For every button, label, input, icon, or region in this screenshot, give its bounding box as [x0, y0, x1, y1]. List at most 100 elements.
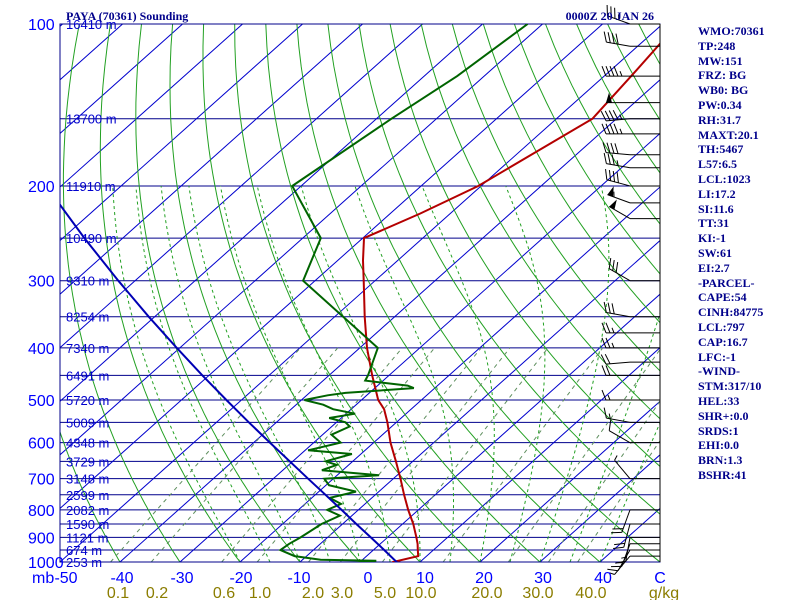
height-label: 3729 m [66, 454, 109, 469]
moist-adiabat-line [569, 311, 660, 562]
pressure-tick-label: 500 [28, 393, 55, 410]
sounding-title: PAYA (70361) Sounding [66, 9, 188, 23]
temperature-tick-label: C [654, 570, 666, 587]
moist-adiabat-line [421, 185, 495, 562]
temperature-tick-label: -20 [229, 570, 252, 587]
height-label: 3148 m [66, 472, 109, 487]
isotherm-line [0, 24, 3, 562]
height-label: 4348 m [66, 436, 109, 451]
isotherm-line [119, 79, 660, 562]
wind-barb [603, 152, 660, 169]
sounding-index-item: L57:6.5 [698, 157, 737, 172]
sounding-indices-list: WMO:70361 TP:248 MW:151 FRZ: BG WB0: BG PW:0.… [698, 24, 798, 483]
wind-barb [605, 168, 660, 187]
wind-barb [608, 257, 660, 282]
sounding-index-item: BSHR:41 [698, 467, 747, 482]
sounding-index-item: LCL:1023 [698, 171, 751, 186]
dry-adiabat-line [389, 24, 660, 468]
mixing-ratio-tick-label: g/kg [649, 585, 679, 600]
wind-barb [614, 455, 660, 480]
mixing-ratio-tick-label: 5.0 [374, 585, 396, 600]
sounding-index-item: WMO:70361 [698, 24, 765, 38]
isotherm-line [60, 24, 183, 135]
pressure-tick-label: 800 [28, 503, 55, 520]
sounding-index-item: KI:-1 [698, 231, 726, 246]
parcel-profile [60, 203, 399, 562]
wind-barb [603, 31, 660, 47]
height-label: 2599 m [66, 488, 109, 503]
height-label: 6491 m [66, 368, 109, 383]
sounding-index-item: EHI:0.0 [698, 438, 740, 453]
pressure-tick-label: 1000 [28, 555, 64, 572]
isotherm-line [359, 293, 660, 562]
sounding-index-item: RH:31.7 [698, 112, 741, 127]
mixing-ratio-tick-label: 40.0 [575, 585, 606, 600]
mixing-ratio-line [507, 348, 660, 562]
temperature-tick-label: -50 [54, 570, 77, 587]
sounding-index-item: BRN:1.3 [698, 453, 743, 468]
wind-barb [608, 419, 660, 444]
wind-barb [611, 509, 660, 534]
mixing-ratio-tick-label: 20.0 [471, 585, 502, 600]
mixing-ratio-line [110, 347, 301, 562]
sounding-index-item: SRDS:1 [698, 423, 739, 438]
chart-grid [0, 23, 661, 563]
dry-adiabat-line [513, 24, 660, 275]
isotherm-line [299, 239, 660, 562]
temperature-tick-label: 10 [416, 570, 434, 587]
wind-barb [600, 109, 660, 122]
mixing-ratio-tick-label: 0.1 [107, 585, 129, 600]
isotherm-line [479, 400, 660, 562]
dry-adiabat-line [202, 24, 421, 562]
isotherm-line [60, 24, 243, 188]
pressure-tick-label: 700 [28, 472, 55, 489]
wind-barb [603, 407, 660, 423]
isotherm-line [60, 24, 363, 295]
mixing-ratio-tick-label: 2.0 [302, 585, 324, 600]
sounding-index-item: LFC:-1 [698, 349, 736, 364]
height-label: 8254 m [66, 310, 109, 325]
moist-adiabat-line [135, 185, 271, 562]
height-label: 5720 m [66, 393, 109, 408]
sounding-index-item: TP:248 [698, 38, 736, 53]
wind-barb [608, 199, 660, 220]
wind-barb [609, 555, 660, 575]
dry-adiabat-line [327, 24, 660, 562]
moist-adiabat-line [539, 185, 610, 562]
wind-barb [602, 142, 660, 156]
sounding-index-item: LI:17.2 [698, 186, 736, 201]
moist-adiabat-line [220, 185, 361, 562]
height-label: 9310 m [66, 274, 109, 289]
sounding-index-item: CAPE:54 [698, 290, 747, 305]
height-label: 7340 m [66, 341, 109, 356]
wind-barb [601, 322, 660, 334]
moist-adiabat-line [505, 185, 546, 562]
mixing-ratio-line [442, 347, 604, 562]
isotherm-line [60, 25, 660, 562]
mixing-ratio-tick-label: 1.0 [249, 585, 271, 600]
sounding-index-item: SI:11.6 [698, 201, 734, 216]
height-label: 1121 m [66, 530, 108, 545]
dewpoint-profile [278, 24, 529, 562]
isotherm-line [60, 24, 543, 456]
height-label: 16410 m [66, 17, 117, 32]
sounding-index-item: PW:0.34 [698, 97, 742, 112]
height-label: 253 m [66, 555, 102, 570]
pressure-tick-label: 600 [28, 436, 55, 453]
height-label: 13700 m [66, 112, 117, 127]
isotherm-line [539, 454, 660, 562]
wind-barb [603, 301, 660, 318]
temperature-tick-label: -40 [110, 570, 133, 587]
wind-barb [606, 92, 660, 104]
sounding-time: 0000Z 20 JAN 26 [566, 9, 654, 23]
sounding-index-item: TT:31 [698, 216, 730, 231]
wind-barb [601, 389, 660, 401]
wind-barb [606, 5, 660, 25]
pressure-tick-label: 200 [28, 179, 55, 196]
moist-adiabat-line [160, 185, 301, 562]
mixing-ratio-tick-label: 3.0 [331, 585, 353, 600]
mixing-ratio-tick-label: 10.0 [405, 585, 436, 600]
sounding-index-item: SW:61 [698, 245, 733, 260]
dry-adiabat-line [420, 24, 660, 420]
